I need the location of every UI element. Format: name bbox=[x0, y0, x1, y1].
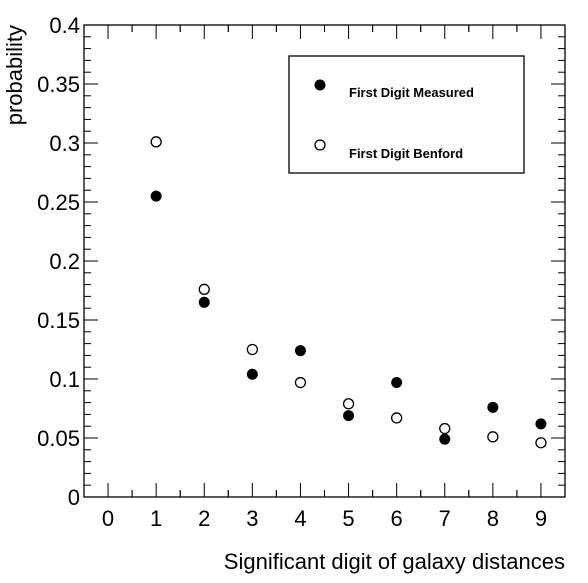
benford-point bbox=[246, 343, 259, 356]
x-tick-label: 2 bbox=[198, 506, 210, 531]
benford-point bbox=[150, 136, 162, 148]
benford-point bbox=[439, 422, 451, 435]
benford-point bbox=[487, 431, 499, 443]
x-tick-label: 0 bbox=[102, 506, 114, 531]
measured-point bbox=[439, 433, 451, 445]
measured-point bbox=[391, 377, 403, 389]
benford-point bbox=[390, 412, 403, 424]
measured-point bbox=[198, 296, 210, 308]
legend-box bbox=[288, 55, 525, 174]
benford-point bbox=[294, 376, 307, 389]
measured-point bbox=[487, 401, 499, 413]
benford-point bbox=[535, 437, 547, 449]
benford-point bbox=[342, 398, 355, 410]
tick-labels: 0 1 2 3 4 5 6 7 8 9 0 0.05 0.1 0.15 0.2 0.25 0.3 0.35 0.4 bbox=[37, 13, 547, 531]
x-tick-label: 5 bbox=[342, 506, 354, 531]
legend-label-benford: First Digit Benford bbox=[349, 146, 463, 161]
y-tick-label: 0 bbox=[68, 485, 80, 510]
measured-point bbox=[343, 410, 355, 422]
legend-label-measured: First Digit Measured bbox=[349, 85, 474, 100]
x-tick-label: 8 bbox=[487, 506, 499, 531]
y-axis-title: probability bbox=[2, 25, 27, 125]
data-points bbox=[150, 136, 547, 449]
measured-point bbox=[150, 190, 162, 202]
measured-point bbox=[535, 418, 547, 430]
y-tick-label: 0.35 bbox=[37, 72, 80, 97]
x-tick-label: 6 bbox=[391, 506, 403, 531]
y-tick-label: 0.15 bbox=[37, 308, 80, 333]
x-tick-label: 1 bbox=[150, 506, 162, 531]
measured-point bbox=[294, 345, 306, 357]
measured-point bbox=[246, 368, 258, 380]
y-tick-label: 0.25 bbox=[37, 190, 80, 215]
legend: First Digit Measured First Digit Benford bbox=[288, 55, 525, 174]
x-axis-title: Significant digit of galaxy distances bbox=[224, 549, 565, 574]
legend-marker-benford bbox=[314, 139, 326, 151]
x-tick-label: 4 bbox=[294, 506, 306, 531]
y-tick-label: 0.1 bbox=[49, 367, 80, 392]
axis-ticks bbox=[83, 24, 566, 498]
y-tick-label: 0.4 bbox=[49, 13, 80, 38]
x-tick-label: 3 bbox=[246, 506, 258, 531]
y-tick-label: 0.05 bbox=[37, 426, 80, 451]
x-tick-label: 7 bbox=[439, 506, 451, 531]
y-tick-label: 0.3 bbox=[49, 131, 80, 156]
y-tick-label: 0.2 bbox=[49, 249, 80, 274]
benford-point bbox=[198, 283, 210, 295]
x-tick-label: 9 bbox=[535, 506, 547, 531]
legend-marker-measured bbox=[314, 79, 326, 91]
